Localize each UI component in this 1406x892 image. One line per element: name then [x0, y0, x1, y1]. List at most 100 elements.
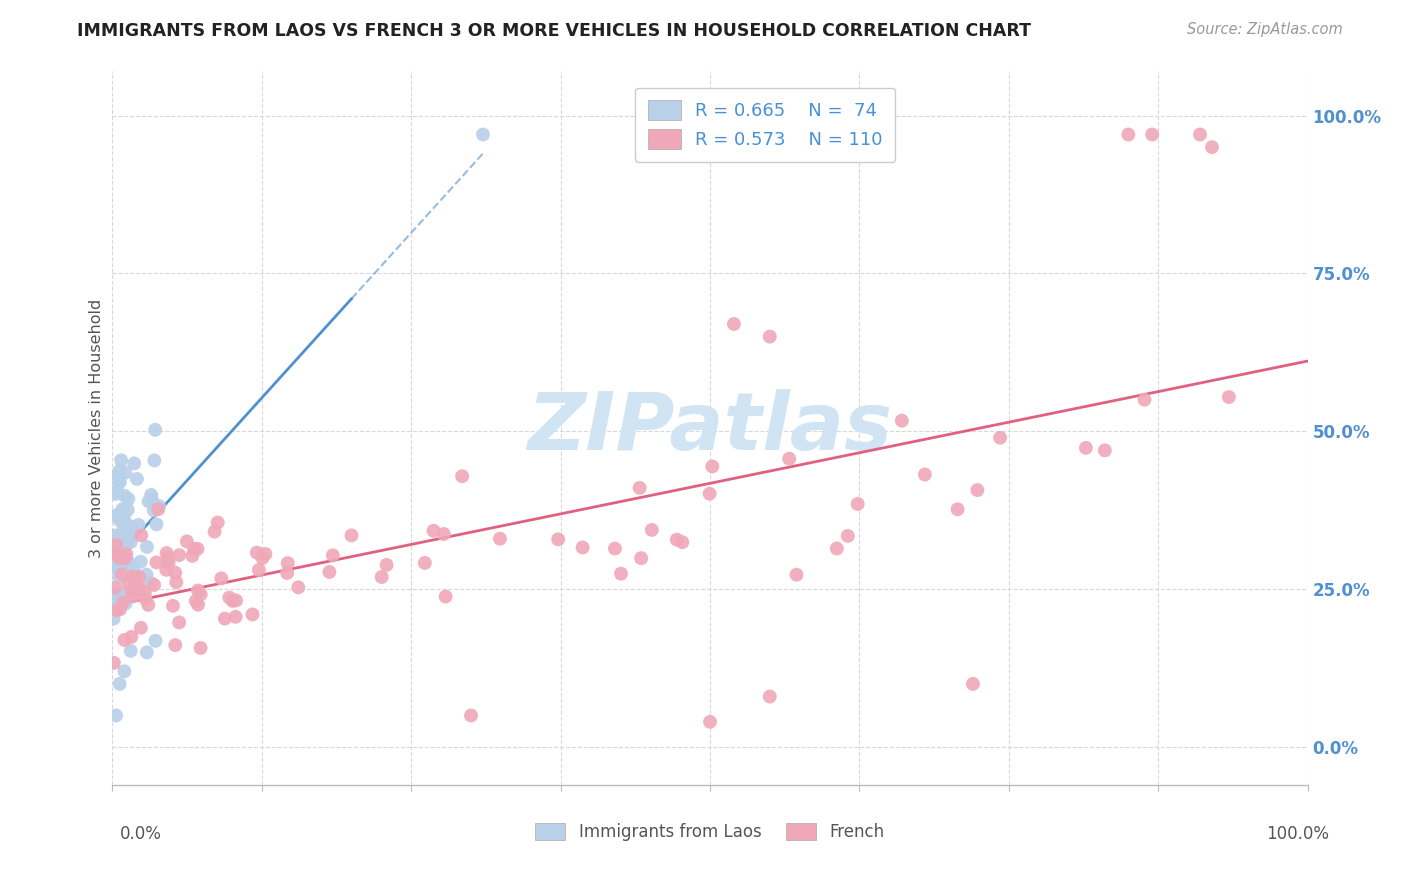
Point: [143, 578, 166, 592]
Point: [375, 558, 398, 572]
Point: [112, 558, 135, 573]
Point: [108, 677, 131, 691]
Point: [111, 595, 134, 609]
Point: [155, 546, 177, 560]
Point: [105, 708, 128, 723]
Point: [114, 489, 136, 503]
Point: [603, 541, 626, 556]
Point: [209, 571, 232, 585]
Point: [145, 555, 167, 569]
Point: [121, 590, 143, 604]
Point: [699, 486, 721, 500]
Point: [183, 542, 205, 557]
Point: [138, 494, 160, 508]
Point: [118, 556, 141, 570]
Text: IMMIGRANTS FROM LAOS VS FRENCH 3 OR MORE VEHICLES IN HOUSEHOLD CORRELATION CHART: IMMIGRANTS FROM LAOS VS FRENCH 3 OR MORE…: [77, 22, 1032, 40]
Point: [890, 414, 912, 428]
Point: [134, 591, 156, 606]
Point: [122, 562, 145, 576]
Point: [105, 603, 128, 617]
Point: [1074, 441, 1097, 455]
Point: [121, 526, 143, 541]
Point: [1118, 128, 1140, 142]
Point: [104, 487, 127, 501]
Point: [114, 551, 136, 566]
Point: [143, 423, 166, 437]
Point: [104, 555, 127, 569]
Point: [167, 548, 190, 562]
Point: [125, 472, 148, 486]
Point: [112, 532, 135, 546]
Point: [214, 611, 236, 625]
Point: [108, 551, 131, 566]
Point: [139, 576, 162, 591]
Point: [112, 522, 135, 536]
Point: [914, 467, 936, 482]
Point: [246, 546, 269, 560]
Point: [117, 491, 139, 506]
Point: [204, 524, 226, 539]
Point: [114, 596, 136, 610]
Point: [190, 587, 212, 601]
Point: [946, 502, 969, 516]
Point: [115, 553, 138, 567]
Point: [225, 609, 247, 624]
Point: [111, 510, 134, 524]
Point: [121, 585, 143, 599]
Point: [837, 529, 859, 543]
Point: [252, 551, 274, 566]
Point: [699, 714, 721, 729]
Point: [225, 593, 247, 607]
Point: [966, 483, 988, 497]
Point: [641, 523, 664, 537]
Point: [112, 510, 135, 524]
Point: [110, 590, 132, 604]
Point: [207, 516, 229, 530]
Text: ZIPatlas: ZIPatlas: [527, 389, 893, 467]
Point: [111, 502, 134, 516]
Point: [129, 555, 152, 569]
Point: [1189, 128, 1212, 142]
Legend: Immigrants from Laos, French: Immigrants from Laos, French: [529, 816, 891, 848]
Point: [1094, 443, 1116, 458]
Point: [190, 640, 212, 655]
Point: [156, 550, 179, 565]
Point: [322, 549, 344, 563]
Point: [104, 581, 127, 595]
Point: [103, 560, 125, 574]
Point: [221, 594, 243, 608]
Point: [276, 566, 298, 580]
Point: [103, 656, 125, 670]
Point: [162, 599, 184, 613]
Point: [176, 534, 198, 549]
Point: [148, 502, 170, 516]
Point: [186, 541, 208, 556]
Point: [825, 541, 848, 556]
Point: [118, 519, 141, 533]
Point: [165, 566, 187, 580]
Point: [142, 503, 165, 517]
Point: [108, 475, 131, 489]
Point: [155, 563, 177, 577]
Point: [125, 572, 148, 586]
Point: [1201, 140, 1223, 154]
Point: [115, 537, 138, 551]
Point: [759, 690, 782, 704]
Point: [110, 507, 132, 521]
Text: Source: ZipAtlas.com: Source: ZipAtlas.com: [1187, 22, 1343, 37]
Point: [571, 541, 593, 555]
Point: [111, 567, 134, 582]
Point: [778, 451, 800, 466]
Point: [121, 521, 143, 535]
Point: [103, 546, 125, 560]
Point: [1133, 392, 1156, 407]
Point: [962, 677, 984, 691]
Point: [120, 644, 142, 658]
Point: [184, 594, 207, 608]
Point: [141, 491, 163, 506]
Point: [671, 535, 693, 549]
Point: [702, 459, 724, 474]
Point: [121, 569, 143, 583]
Point: [114, 665, 135, 679]
Text: 100.0%: 100.0%: [1265, 825, 1329, 843]
